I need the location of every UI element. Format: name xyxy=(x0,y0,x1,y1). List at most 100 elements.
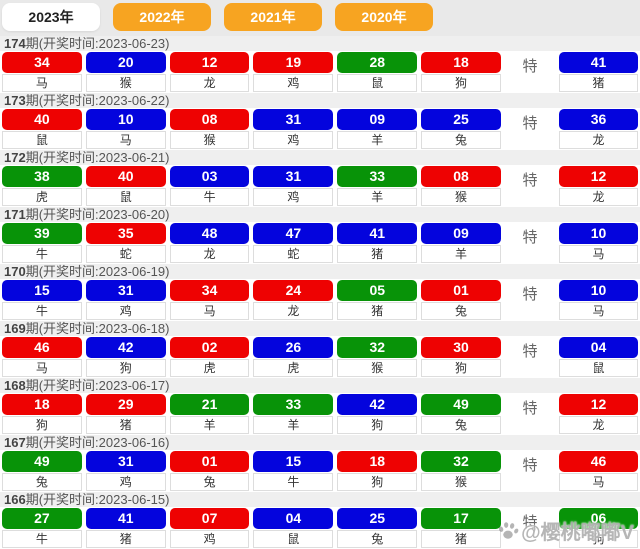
period-number: 169 xyxy=(4,321,26,336)
special-ball: 36 xyxy=(559,109,638,130)
zodiac-label: 虎 xyxy=(2,188,82,206)
zodiac-label: 龙 xyxy=(169,74,250,92)
special-ball: 46 xyxy=(559,451,638,472)
period-header: 169期(开奖时间:2023-06-18) xyxy=(0,321,640,336)
period-draw-time: 期(开奖时间:2023-06-16) xyxy=(25,435,170,450)
ball: 34 xyxy=(2,52,82,73)
draw-row: 40 鼠 10 马 08 猴 31 鸡 09 羊 25 兔 特 36 龙 xyxy=(0,108,640,150)
zodiac-label: 猪 xyxy=(337,302,418,320)
ball: 04 xyxy=(253,508,334,529)
draw-row: 15 牛 31 鸡 34 马 24 龙 05 猪 01 兔特 10 马 xyxy=(0,279,640,321)
ball: 29 xyxy=(85,394,166,415)
ball-cell: 31 鸡 xyxy=(85,451,166,491)
zodiac-label: 狗 xyxy=(2,416,82,434)
ball-cell: 40 鼠 xyxy=(2,109,82,149)
te-label: 特 xyxy=(522,514,538,531)
zodiac-label: 兔 xyxy=(421,302,501,320)
ball-cell: 32 猴 xyxy=(421,451,501,491)
period-number: 174 xyxy=(4,36,26,51)
ball: 08 xyxy=(421,166,501,187)
period-draw-time: 期(开奖时间:2023-06-19) xyxy=(25,264,170,279)
zodiac-label: 鼠 xyxy=(559,359,638,377)
special-ball: 12 xyxy=(559,394,638,415)
ball-cell: 49 兔 xyxy=(2,451,82,491)
zodiac-label: 猪 xyxy=(85,416,166,434)
period-draw-time: 期(开奖时间:2023-06-15) xyxy=(25,492,170,507)
zodiac-label: 龙 xyxy=(169,245,250,263)
te-label: 特 xyxy=(522,115,538,132)
special-cell: 46 马 xyxy=(559,451,638,491)
ball-cell: 48 龙 xyxy=(169,223,250,263)
ball-cell: 01 兔 xyxy=(169,451,250,491)
ball-cell: 18 狗 xyxy=(2,394,82,434)
tab-year-1[interactable]: 2022年 xyxy=(113,3,211,31)
zodiac-label: 马 xyxy=(169,302,250,320)
draw-row: 27 牛 41 猪 07 鸡 04 鼠 25 兔 17 猪特 06 狗 xyxy=(0,507,640,549)
tab-year-2[interactable]: 2021年 xyxy=(224,3,322,31)
draw-row: 49 兔 31 鸡 01 兔 15 牛 18 狗 32 猴特 46 马 xyxy=(0,450,640,492)
te-label: 特 xyxy=(522,172,538,189)
period-number: 170 xyxy=(4,264,26,279)
ball: 31 xyxy=(85,280,166,301)
te-label: 特 xyxy=(522,286,538,303)
ball: 01 xyxy=(421,280,501,301)
ball-cell: 49 兔 xyxy=(421,394,501,434)
tab-year-0[interactable]: 2023年 xyxy=(2,3,100,31)
ball-cell: 18 狗 xyxy=(337,451,418,491)
ball-cell: 31 鸡 xyxy=(253,109,334,149)
special-ball: 10 xyxy=(559,280,638,301)
ball-cell: 25 兔 xyxy=(337,508,418,548)
ball-cell: 33 羊 xyxy=(253,394,334,434)
ball-cell: 31 鸡 xyxy=(253,166,334,206)
zodiac-label: 龙 xyxy=(559,188,638,206)
draw-row: 38 虎 40 鼠 03 牛 31 鸡 33 羊 08 猴 特 12 龙 xyxy=(0,165,640,207)
ball-cell: 40 鼠 xyxy=(85,166,166,206)
number-cells: 38 虎 40 鼠 03 牛 31 鸡 33 羊 08 猴 xyxy=(2,166,501,206)
zodiac-label: 鸡 xyxy=(253,131,334,149)
number-cells: 49 兔 31 鸡 01 兔 15 牛 18 狗 32 猴 xyxy=(2,451,501,491)
ball: 47 xyxy=(253,223,334,244)
ball: 49 xyxy=(421,394,501,415)
period-header: 173期(开奖时间:2023-06-22) xyxy=(0,93,640,108)
ball: 41 xyxy=(85,508,166,529)
draw-row: 39 牛 35 蛇 48 龙 47 蛇 41 猪 09 羊特 10 马 xyxy=(0,222,640,264)
zodiac-label: 龙 xyxy=(559,131,638,149)
period-draw-time: 期(开奖时间:2023-06-22) xyxy=(25,93,170,108)
special-ball: 06 xyxy=(559,508,638,529)
ball-cell: 03 牛 xyxy=(169,166,250,206)
ball: 33 xyxy=(253,394,334,415)
ball: 46 xyxy=(2,337,82,358)
ball: 34 xyxy=(169,280,250,301)
ball-cell: 19 鸡 xyxy=(253,52,334,92)
ball: 49 xyxy=(2,451,82,472)
number-cells: 46 马 42 狗 02 虎 26 虎 32 猴 30 狗 xyxy=(2,337,501,377)
special-cell: 12 龙 xyxy=(559,166,638,206)
zodiac-label: 狗 xyxy=(337,416,418,434)
ball: 40 xyxy=(2,109,82,130)
ball: 21 xyxy=(169,394,250,415)
ball: 07 xyxy=(169,508,250,529)
ball-cell: 42 狗 xyxy=(337,394,418,434)
year-tabs: 2023年 2022年 2021年 2020年 xyxy=(0,0,640,36)
ball-cell: 08 猴 xyxy=(421,166,501,206)
ball: 09 xyxy=(421,223,501,244)
ball-cell: 12 龙 xyxy=(169,52,250,92)
zodiac-label: 马 xyxy=(559,245,638,263)
special-ball: 10 xyxy=(559,223,638,244)
zodiac-label: 猴 xyxy=(337,359,418,377)
ball-cell: 05 猪 xyxy=(337,280,418,320)
tab-year-3[interactable]: 2020年 xyxy=(335,3,433,31)
zodiac-label: 羊 xyxy=(337,131,418,149)
special-cell: 04 鼠 xyxy=(559,337,638,377)
ball-cell: 41 猪 xyxy=(85,508,166,548)
te-label: 特 xyxy=(522,58,538,75)
ball: 08 xyxy=(169,109,250,130)
number-cells: 27 牛 41 猪 07 鸡 04 鼠 25 兔 17 猪 xyxy=(2,508,501,548)
period-header: 167期(开奖时间:2023-06-16) xyxy=(0,435,640,450)
zodiac-label: 羊 xyxy=(169,416,250,434)
ball: 19 xyxy=(253,52,334,73)
draw-row: 18 狗 29 猪 21 羊 33 羊 42 狗 49 兔特 12 龙 xyxy=(0,393,640,435)
period-number: 172 xyxy=(4,150,26,165)
ball: 18 xyxy=(337,451,418,472)
